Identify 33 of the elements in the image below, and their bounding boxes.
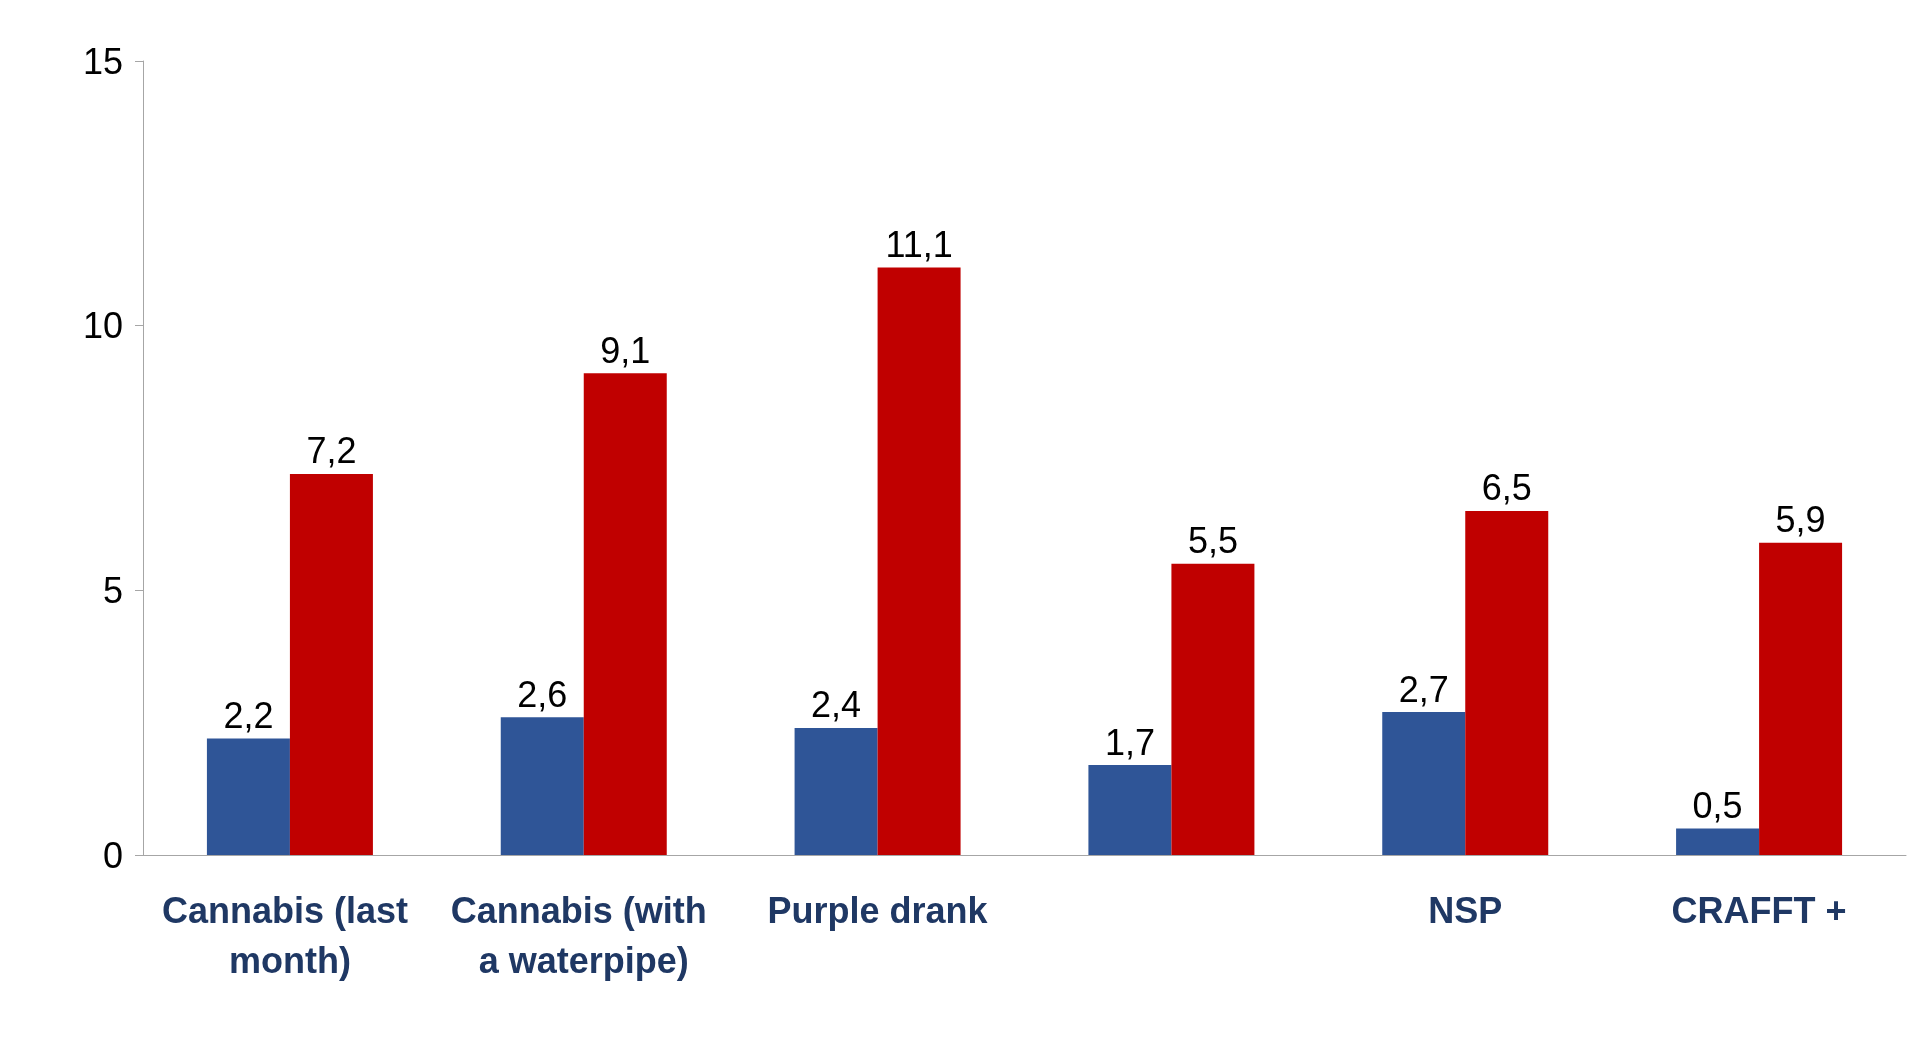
- bar: [500, 717, 584, 855]
- data-label: 9,1: [600, 329, 651, 371]
- data-label: 2,7: [1398, 668, 1449, 710]
- data-label: 2,2: [223, 695, 274, 737]
- x-tick-label: Cannabis (last month): [161, 889, 418, 981]
- data-label: 5,9: [1775, 499, 1826, 541]
- bar: [289, 473, 373, 855]
- data-label: 2,6: [517, 673, 568, 715]
- data-label: 5,5: [1187, 520, 1238, 562]
- bar: [1088, 765, 1172, 855]
- bar: [1382, 712, 1466, 855]
- bar: [1759, 542, 1843, 855]
- bar: [794, 727, 878, 855]
- x-tick-label: Purple drank: [767, 889, 989, 931]
- data-label: 6,5: [1481, 467, 1532, 509]
- y-tick-label: 15: [82, 40, 123, 82]
- x-tick-label: Cannabis (with a waterpipe): [450, 889, 717, 981]
- bar: [877, 267, 961, 855]
- bar: [206, 738, 290, 855]
- data-label: 7,2: [306, 430, 357, 472]
- x-tick-label: CRAFFT +: [1671, 889, 1847, 931]
- data-label: 2,4: [811, 684, 862, 726]
- data-label: 1,7: [1104, 721, 1155, 763]
- bar: [1465, 510, 1549, 855]
- bar: [1171, 563, 1255, 855]
- data-label: 0,5: [1692, 785, 1743, 827]
- y-tick-label: 5: [102, 569, 123, 611]
- data-label: 11,1: [885, 223, 953, 265]
- x-tick-label: NSP: [1428, 889, 1503, 931]
- bar: [1676, 828, 1760, 855]
- y-tick-label: 10: [82, 305, 123, 347]
- bar: [583, 373, 667, 855]
- y-tick-label: 0: [102, 834, 123, 876]
